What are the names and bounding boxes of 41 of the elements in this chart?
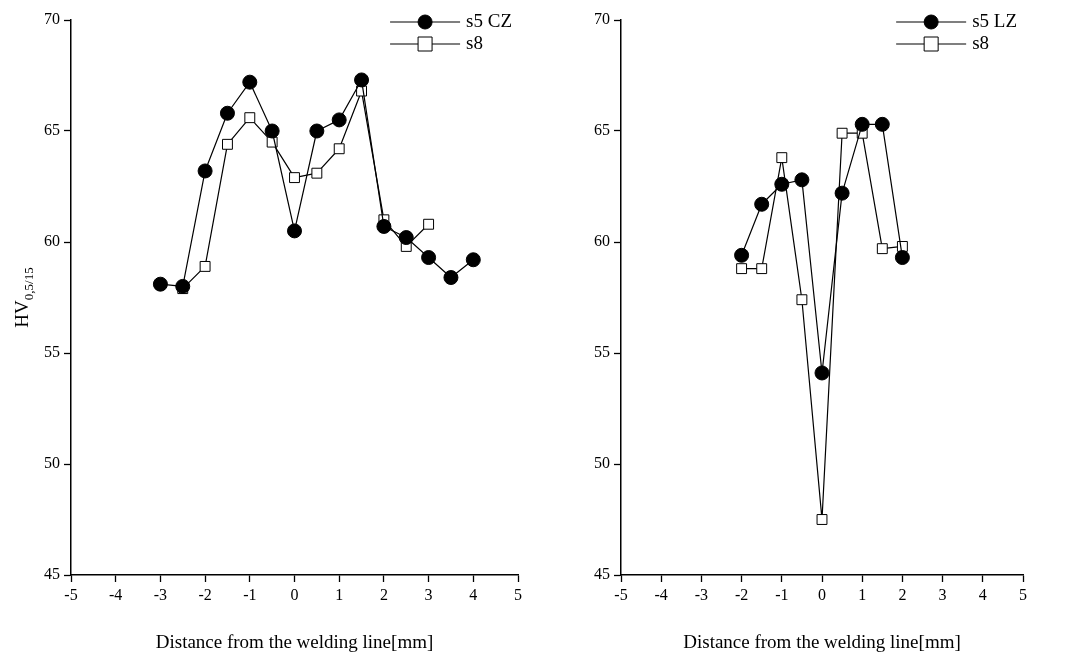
x-tick-label: -5 bbox=[64, 585, 78, 603]
x-tick-label: 5 bbox=[514, 585, 522, 603]
y-tick-label: 65 bbox=[44, 121, 60, 139]
x-tick-label: 0 bbox=[290, 585, 299, 603]
y-tick-label: 70 bbox=[44, 10, 60, 28]
legend-label: s5 LZ bbox=[972, 9, 1017, 31]
y-tick-label: 45 bbox=[594, 565, 610, 583]
x-axis-title: Distance from the welding line[mm] bbox=[155, 630, 434, 652]
y-tick-label: 60 bbox=[44, 232, 60, 250]
y-tick-label: 70 bbox=[594, 10, 610, 28]
x-tick-label: -3 bbox=[694, 585, 709, 603]
x-tick-label: 1 bbox=[858, 585, 867, 603]
x-tick-label: -3 bbox=[153, 585, 168, 603]
x-tick-label: 1 bbox=[335, 585, 344, 603]
x-tick-label: 0 bbox=[818, 585, 826, 603]
x-tick-label: -2 bbox=[198, 585, 212, 603]
x-tick-label: 5 bbox=[1019, 585, 1027, 603]
y-tick-label: 50 bbox=[44, 454, 60, 472]
y-tick-label: 65 bbox=[594, 121, 610, 139]
x-tick-label: -5 bbox=[614, 585, 628, 603]
x-axis-title: Distance from the welding line[mm] bbox=[683, 630, 961, 652]
x-tick-label: -4 bbox=[109, 585, 123, 603]
y-tick-label: 55 bbox=[44, 343, 60, 361]
y-axis-title: HV0,5/15 bbox=[11, 267, 36, 328]
x-tick-label: 2 bbox=[379, 585, 388, 603]
y-tick-label: 60 bbox=[594, 232, 610, 250]
x-tick-label: 3 bbox=[424, 585, 433, 603]
legend-label: s8 bbox=[466, 31, 483, 53]
legend-label: s8 bbox=[972, 31, 990, 53]
y-tick-label: 55 bbox=[594, 343, 610, 361]
x-tick-label: -2 bbox=[734, 585, 749, 603]
legend-label: s5 CZ bbox=[466, 9, 513, 31]
x-tick-label: 4 bbox=[469, 585, 478, 603]
y-tick-label: 50 bbox=[594, 454, 610, 472]
x-tick-label: -1 bbox=[243, 585, 257, 603]
y-tick-label: 45 bbox=[44, 565, 60, 583]
x-tick-label: 4 bbox=[978, 585, 987, 603]
x-tick-label: -4 bbox=[654, 585, 668, 603]
x-tick-label: 3 bbox=[938, 585, 947, 603]
x-tick-label: -1 bbox=[775, 585, 789, 603]
x-tick-label: 2 bbox=[898, 585, 907, 603]
